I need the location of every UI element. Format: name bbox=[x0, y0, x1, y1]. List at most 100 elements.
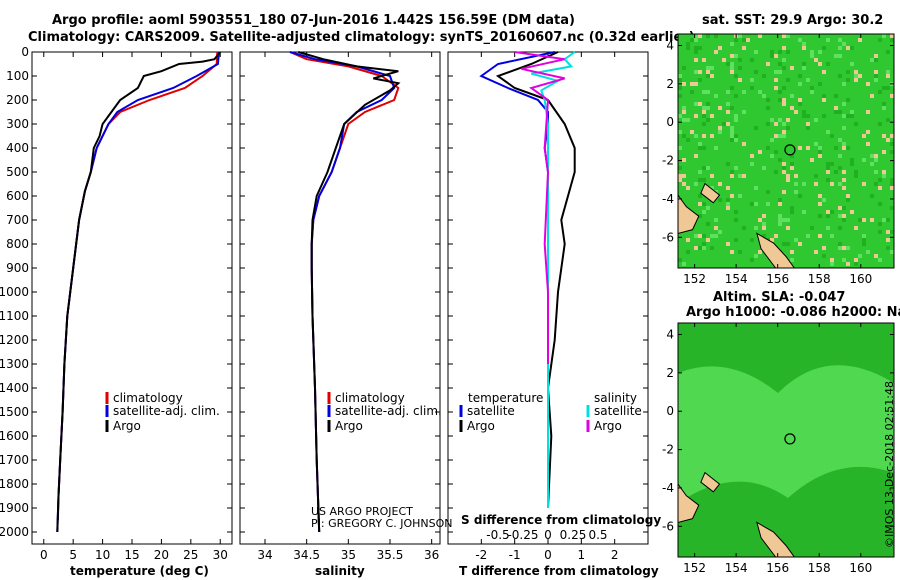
sst-cell bbox=[878, 38, 882, 42]
sst-map-axes: 152 154 156 158 160 4 2 0 -2 -4 -6 bbox=[662, 34, 894, 286]
sst-cell bbox=[702, 122, 706, 126]
sst-cell bbox=[734, 134, 738, 138]
sst-cell bbox=[710, 234, 714, 238]
depth-tick-label: 100 bbox=[6, 69, 29, 83]
sst-cell bbox=[698, 202, 702, 206]
sst-cell bbox=[798, 38, 802, 42]
temperature-xlabel: temperature (deg C) bbox=[70, 564, 209, 578]
sst-cell bbox=[806, 126, 810, 130]
sst-cell bbox=[890, 94, 894, 98]
sst-cell bbox=[734, 74, 738, 78]
sst-cell bbox=[890, 38, 894, 42]
sst-cell bbox=[846, 198, 850, 202]
sst-cell bbox=[706, 90, 710, 94]
sst-cell bbox=[770, 54, 774, 58]
depth-tick-label: 800 bbox=[6, 237, 29, 251]
sst-cell bbox=[726, 62, 730, 66]
salinity-legend: climatology satellite-adj. clim. Argo bbox=[327, 391, 442, 433]
sst-cell bbox=[874, 54, 878, 58]
sst-cell bbox=[782, 242, 786, 246]
sst-cell bbox=[694, 134, 698, 138]
sst-cell bbox=[846, 98, 850, 102]
sst-cell bbox=[698, 170, 702, 174]
sst-cell bbox=[838, 246, 842, 250]
sla-dark-region bbox=[678, 466, 894, 557]
sst-cell bbox=[782, 98, 786, 102]
sst-cell bbox=[854, 70, 858, 74]
sst-cell bbox=[714, 218, 718, 222]
title-line2: Climatology: CARS2009. Satellite-adjuste… bbox=[28, 30, 695, 45]
sst-cell bbox=[682, 82, 686, 86]
depth-tick-label: 2000 bbox=[0, 525, 29, 539]
sst-cell bbox=[838, 138, 842, 142]
legend-argo: Argo bbox=[335, 419, 363, 433]
sst-cell bbox=[890, 178, 894, 182]
sst-cell bbox=[726, 206, 730, 210]
sst-cell bbox=[774, 134, 778, 138]
sst-cell bbox=[726, 90, 730, 94]
sst-cell bbox=[754, 226, 758, 230]
sst-cell bbox=[790, 206, 794, 210]
sst-cell bbox=[838, 54, 842, 58]
sst-cell bbox=[774, 78, 778, 82]
sst-cell bbox=[802, 114, 806, 118]
sst-cell bbox=[798, 194, 802, 198]
temperature-series bbox=[56, 51, 221, 533]
sst-cell bbox=[694, 34, 698, 38]
legend-argo: Argo bbox=[113, 419, 141, 433]
sst-cell bbox=[818, 82, 822, 86]
sst-cell bbox=[710, 114, 714, 118]
sst-cell bbox=[874, 78, 878, 82]
sst-cell bbox=[826, 166, 830, 170]
sst-cell bbox=[758, 34, 762, 38]
sst-cell bbox=[870, 194, 874, 198]
sst-cell bbox=[782, 130, 786, 134]
sst-cell bbox=[742, 226, 746, 230]
sst-cell bbox=[710, 174, 714, 178]
s-difference-axis: -0.5-0.25 0 0.25 0.5 bbox=[486, 528, 607, 542]
sst-cell bbox=[678, 166, 682, 170]
sst-cell bbox=[830, 162, 834, 166]
x-tick-label: 34 bbox=[257, 548, 272, 562]
x-tick-label: 36 bbox=[424, 548, 439, 562]
sst-cell bbox=[790, 166, 794, 170]
sst-cell bbox=[738, 58, 742, 62]
depth-tick-label: 1400 bbox=[0, 381, 29, 395]
sst-cell bbox=[862, 238, 866, 242]
sst-cell bbox=[878, 178, 882, 182]
sst-cell bbox=[754, 254, 758, 258]
sst-cell bbox=[874, 154, 878, 158]
sst-cell bbox=[854, 174, 858, 178]
sst-cell bbox=[678, 94, 682, 98]
sst-cell bbox=[842, 246, 846, 250]
sst-cell bbox=[686, 250, 690, 254]
sst-cell bbox=[858, 38, 862, 42]
sst-cell bbox=[842, 146, 846, 150]
sst-cell bbox=[830, 262, 834, 266]
map-x-tick-label: 156 bbox=[766, 561, 789, 575]
sst-cell bbox=[790, 250, 794, 254]
sst-cell bbox=[678, 146, 682, 150]
sst-cell bbox=[778, 50, 782, 54]
series-line-argo bbox=[298, 51, 401, 533]
sst-cell bbox=[882, 170, 886, 174]
depth-axis: 0 100 200 300 400 500 600 700 800 900 1000 1100 1200… bbox=[0, 45, 648, 539]
sst-cell bbox=[714, 34, 718, 38]
sst-cell bbox=[686, 238, 690, 242]
sst-cell bbox=[794, 182, 798, 186]
map-y-tick-label: 4 bbox=[666, 39, 674, 53]
sst-cell bbox=[778, 202, 782, 206]
sst-cell bbox=[802, 110, 806, 114]
sst-cell bbox=[838, 182, 842, 186]
x-tick-label: 20 bbox=[154, 548, 169, 562]
sst-cell bbox=[726, 198, 730, 202]
depth-tick-label: 0 bbox=[21, 45, 29, 59]
credit-line1: US ARGO PROJECT bbox=[311, 505, 413, 518]
sst-cell bbox=[830, 182, 834, 186]
sst-cell bbox=[838, 110, 842, 114]
sst-cell bbox=[782, 218, 786, 222]
depth-tick-label: 500 bbox=[6, 165, 29, 179]
legend-climatology: climatology bbox=[113, 391, 183, 405]
sst-cell bbox=[806, 122, 810, 126]
sla-dark-region bbox=[678, 323, 894, 393]
